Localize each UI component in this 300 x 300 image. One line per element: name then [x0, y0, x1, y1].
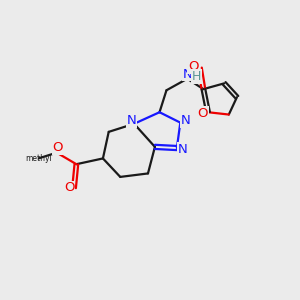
Text: O: O: [198, 107, 208, 120]
Text: O: O: [64, 182, 75, 194]
Text: N: N: [178, 143, 187, 156]
Text: methyl: methyl: [25, 154, 52, 164]
Text: N: N: [127, 114, 136, 127]
Text: N: N: [181, 114, 191, 127]
Text: H: H: [192, 70, 201, 83]
Text: N: N: [182, 68, 192, 81]
Text: O: O: [52, 141, 63, 154]
Text: O: O: [188, 60, 199, 73]
